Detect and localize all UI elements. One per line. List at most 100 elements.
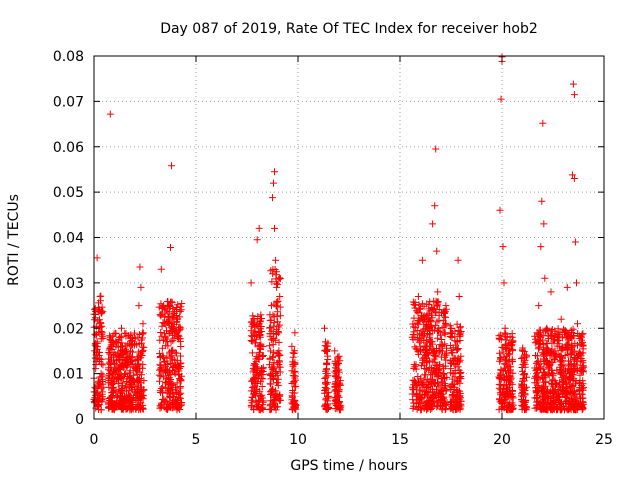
data-point (168, 347, 175, 355)
data-point (125, 401, 133, 409)
data-point (118, 339, 126, 347)
data-point (435, 398, 443, 406)
data-point (157, 385, 165, 392)
data-point (163, 365, 171, 373)
data-point (559, 379, 567, 387)
data-point (535, 361, 543, 369)
data-point (454, 327, 462, 334)
data-point (496, 349, 504, 357)
data-point (166, 303, 174, 310)
data-point (334, 359, 342, 367)
data-point (99, 361, 107, 369)
data-point (558, 358, 566, 366)
data-point (167, 376, 174, 383)
data-point (111, 369, 119, 377)
data-point (563, 385, 570, 393)
data-point (271, 168, 278, 176)
data-point (108, 405, 116, 413)
data-point (110, 365, 118, 373)
data-point (122, 370, 130, 378)
y-tick-label: 0.07 (53, 94, 84, 110)
data-point (497, 331, 505, 339)
data-point (267, 397, 275, 405)
data-point (104, 400, 112, 408)
data-point (118, 324, 125, 332)
data-point (267, 405, 275, 413)
data-point (258, 383, 266, 390)
data-point (507, 374, 515, 382)
data-point (122, 355, 130, 363)
data-point (112, 401, 120, 409)
data-point (534, 345, 542, 353)
data-point (276, 303, 284, 311)
data-point (252, 339, 259, 347)
data-point (165, 319, 173, 327)
data-point (415, 320, 423, 328)
data-point (325, 392, 333, 400)
data-point (505, 383, 513, 391)
data-point (94, 306, 102, 314)
data-point (166, 392, 173, 400)
data-point (178, 372, 186, 380)
data-point (447, 324, 455, 332)
data-point (521, 390, 529, 398)
data-point (539, 382, 547, 390)
data-point (274, 308, 282, 316)
data-point (570, 91, 578, 99)
data-point (334, 374, 342, 382)
data-point (157, 265, 165, 273)
data-point (270, 335, 278, 342)
data-point (266, 324, 274, 331)
data-point (539, 365, 547, 373)
data-point (454, 256, 462, 264)
data-point (551, 356, 559, 364)
data-point (544, 361, 552, 369)
data-point (571, 390, 579, 398)
data-point (270, 179, 277, 187)
data-point (438, 342, 446, 350)
data-point (275, 338, 283, 346)
data-point (543, 356, 551, 364)
data-point (496, 206, 504, 214)
data-point (496, 369, 504, 377)
data-point (423, 347, 431, 354)
data-point (433, 318, 441, 326)
data-point (178, 300, 186, 307)
data-point (254, 313, 262, 320)
data-point (106, 343, 114, 351)
data-point (549, 370, 557, 378)
data-point (568, 383, 576, 391)
data-point (433, 301, 441, 309)
data-point (269, 385, 276, 393)
data-point (557, 315, 565, 323)
data-point (270, 394, 278, 402)
data-point (410, 328, 418, 336)
data-point (449, 349, 457, 357)
data-point (500, 279, 508, 287)
data-point (267, 387, 275, 395)
data-point (438, 341, 446, 349)
data-point (575, 352, 582, 359)
data-point (431, 380, 439, 388)
data-point (437, 388, 445, 396)
data-point (540, 351, 547, 359)
data-point (93, 254, 101, 262)
data-point (452, 361, 460, 369)
data-point (93, 402, 101, 410)
data-point (415, 338, 423, 346)
x-tick-label: 15 (391, 432, 409, 448)
data-point (96, 293, 104, 300)
data-point (334, 391, 342, 399)
data-point (128, 337, 136, 344)
data-point (248, 349, 256, 357)
data-point (451, 327, 459, 335)
data-point (497, 389, 505, 397)
data-point (265, 361, 273, 369)
data-point (576, 379, 583, 387)
data-point (429, 358, 437, 366)
data-point (131, 388, 139, 396)
data-point (442, 320, 450, 328)
data-point (176, 406, 184, 413)
data-point (535, 302, 543, 310)
